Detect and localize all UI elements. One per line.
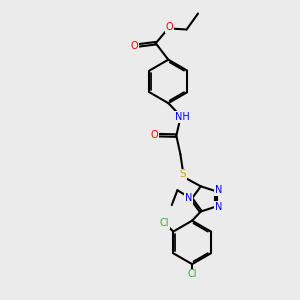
Text: Cl: Cl — [187, 269, 197, 279]
Text: N: N — [215, 202, 223, 212]
Text: N: N — [215, 185, 223, 195]
Text: N: N — [185, 193, 192, 203]
Text: O: O — [166, 22, 173, 32]
Text: O: O — [130, 40, 138, 50]
Text: NH: NH — [175, 112, 189, 122]
Text: S: S — [180, 169, 187, 179]
Text: O: O — [150, 130, 158, 140]
Text: Cl: Cl — [160, 218, 169, 228]
